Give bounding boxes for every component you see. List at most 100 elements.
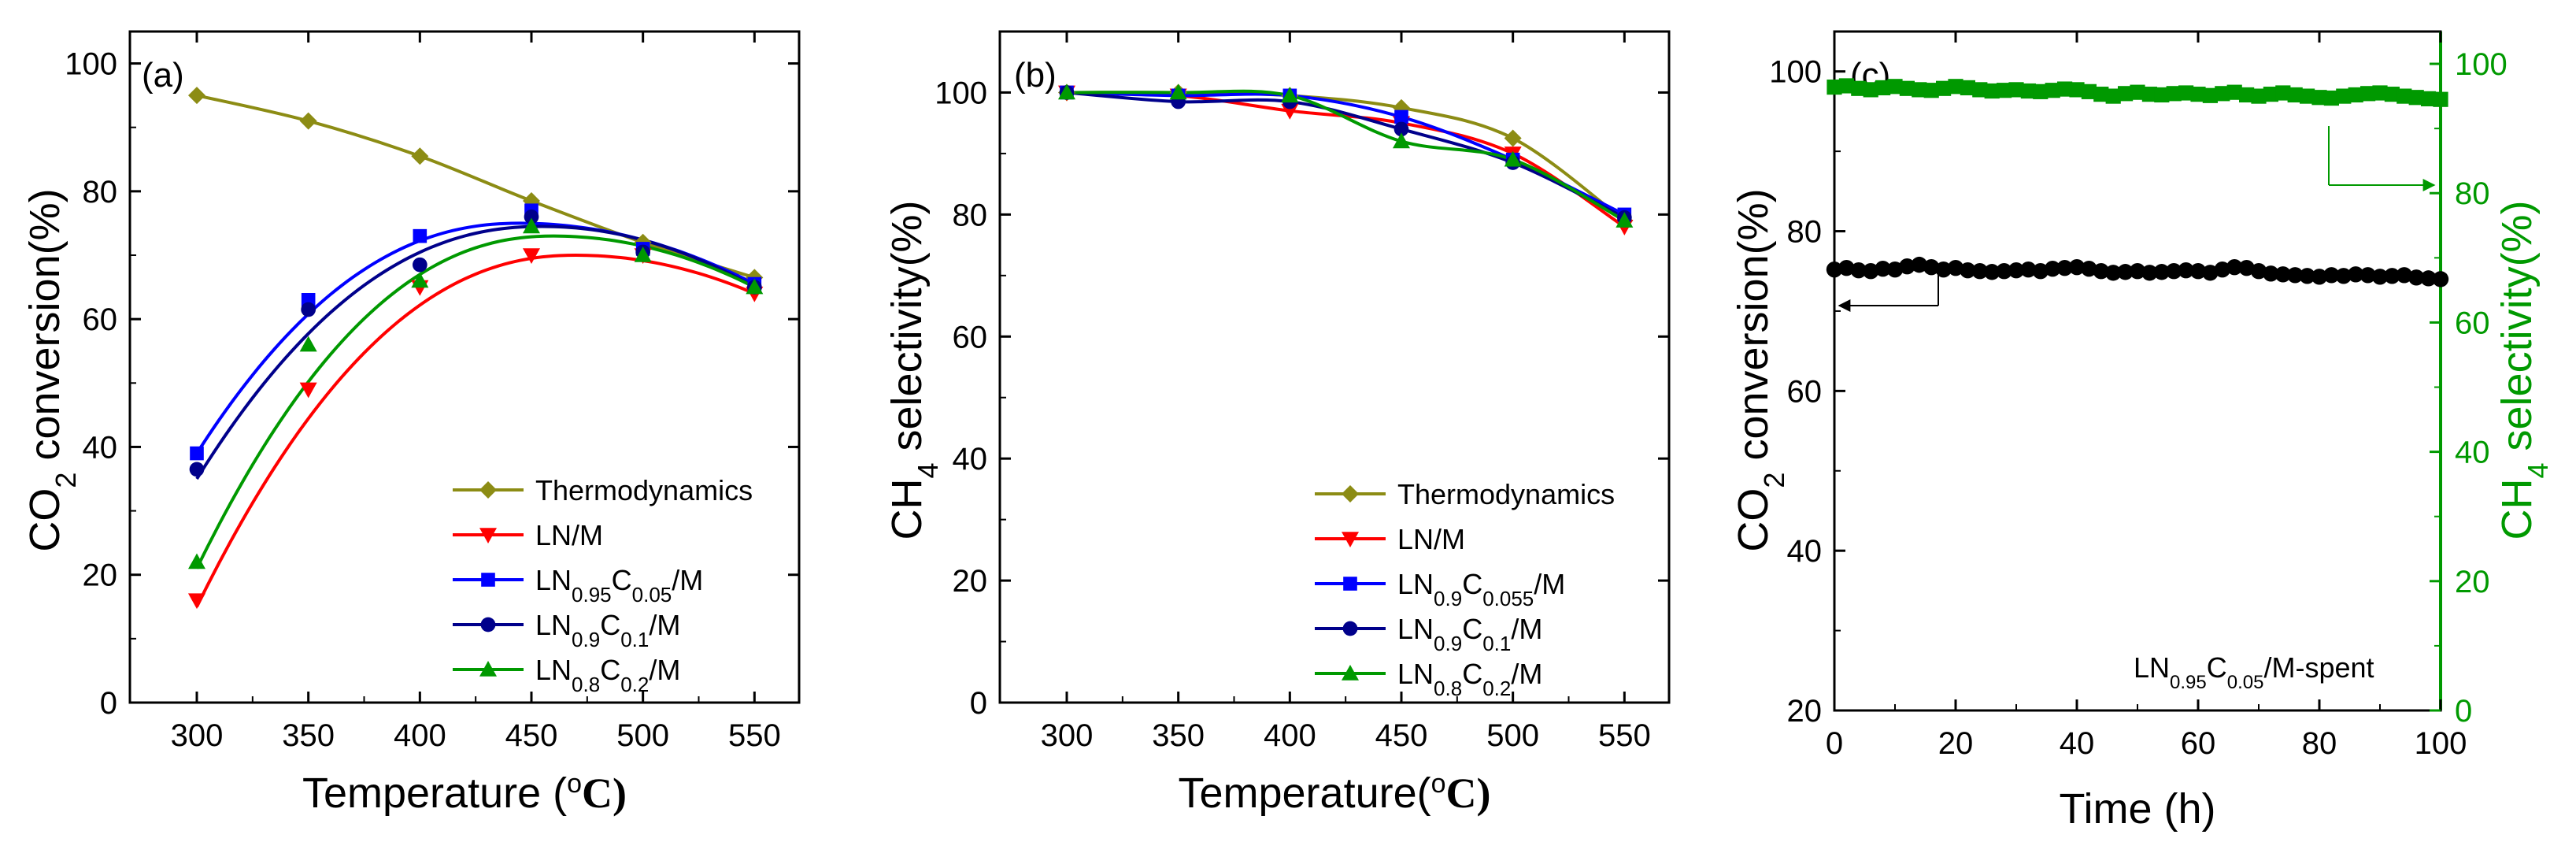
data-point <box>411 272 429 288</box>
data-point <box>2300 88 2315 104</box>
data-point <box>2287 87 2303 103</box>
data-point <box>1996 263 2012 280</box>
y-tick-label: 80 <box>953 198 988 232</box>
data-point <box>1875 260 1891 277</box>
data-point <box>1899 258 1915 275</box>
data-point <box>2215 86 2230 102</box>
data-point <box>2287 267 2304 284</box>
data-point <box>1947 259 1964 276</box>
data-point <box>2105 265 2122 281</box>
data-point <box>188 593 205 610</box>
legend-marker <box>1343 577 1357 591</box>
data-point <box>1972 82 1988 98</box>
x-tick-label: 550 <box>1598 718 1651 753</box>
data-point <box>2348 87 2363 103</box>
legend-label: LN0.9C0.1/M <box>1397 613 1542 655</box>
y-right-tick-label: 60 <box>2455 306 2490 340</box>
data-point <box>2190 87 2206 102</box>
y-axis-right-title-c: CH4 selectivity(%) <box>2493 200 2554 540</box>
data-point <box>2202 265 2219 281</box>
data-point <box>1169 83 1187 100</box>
y-right-tick-label: 80 <box>2455 176 2490 211</box>
y-axis-title-c: CO2 conversion(%) <box>1730 188 1790 551</box>
legend-label: LN0.9C0.055/M <box>1397 568 1565 610</box>
y-tick-label: 40 <box>953 442 988 477</box>
data-point <box>2408 269 2425 286</box>
data-point <box>2323 90 2339 106</box>
series-line <box>1066 91 1626 220</box>
data-point <box>2045 83 2060 98</box>
legend-label: LN/M <box>1397 523 1465 555</box>
data-point <box>2130 84 2145 100</box>
data-point <box>2178 262 2194 279</box>
x-tick-label: 60 <box>2181 726 2216 761</box>
data-point <box>2032 263 2049 280</box>
data-point <box>2081 83 2097 99</box>
series-line <box>1066 91 1626 222</box>
data-point <box>523 217 540 234</box>
data-point <box>1827 80 1842 95</box>
data-point <box>2226 258 2243 276</box>
data-point <box>1826 262 1843 278</box>
data-point <box>2189 263 2207 280</box>
data-point <box>634 247 652 262</box>
x-tick-label: 80 <box>2302 726 2337 761</box>
legend-marker <box>1342 485 1359 503</box>
y-axis-title-b: CH4 selectivity(%) <box>883 200 944 540</box>
data-point <box>2129 263 2146 280</box>
y-right-tick-label: 40 <box>2455 436 2490 470</box>
data-point <box>2141 87 2157 102</box>
data-point <box>524 209 539 224</box>
x-tick-label: 20 <box>1938 726 1974 761</box>
y-tick-label: 40 <box>1787 534 1823 569</box>
data-point <box>523 248 540 264</box>
y-tick-label: 80 <box>83 175 118 210</box>
data-point <box>1984 264 2000 280</box>
data-point <box>2420 270 2437 287</box>
data-point <box>1863 263 1879 280</box>
data-point <box>2057 81 2073 97</box>
legend-label: LN0.95C0.05/M <box>535 564 703 606</box>
x-tick-label: 300 <box>1041 718 1094 753</box>
legend-label: Thermodynamics <box>1397 478 1615 510</box>
data-point <box>2045 260 2061 277</box>
x-tick-label: 40 <box>2060 726 2095 761</box>
legend-marker <box>1342 621 1358 636</box>
data-point <box>1393 132 1410 149</box>
data-point <box>2274 266 2291 283</box>
series-line <box>195 234 756 569</box>
data-point <box>2214 262 2230 278</box>
data-point <box>2141 265 2158 281</box>
data-point <box>1058 83 1075 100</box>
series-line <box>195 224 756 480</box>
data-point <box>1393 121 1409 137</box>
data-point <box>2396 267 2412 284</box>
data-point <box>2226 84 2242 100</box>
data-point <box>1899 80 1915 96</box>
legend-label: LN0.8C0.2/M <box>1397 658 1542 700</box>
data-point <box>2250 263 2267 280</box>
data-point <box>2251 88 2267 104</box>
data-point <box>2093 263 2109 280</box>
data-point <box>1616 212 1634 228</box>
x-axis-title-b: Temperature(oC) <box>1178 769 1490 817</box>
y-tick-label: 100 <box>935 76 987 110</box>
data-point <box>2166 86 2182 102</box>
data-point <box>2396 88 2412 104</box>
data-point <box>301 302 316 317</box>
data-point <box>1984 83 2000 99</box>
data-point <box>1960 80 1975 96</box>
data-point <box>2033 83 2049 99</box>
panel-label-a: (a) <box>142 56 184 95</box>
data-point <box>2360 86 2376 102</box>
data-point <box>1838 78 1854 94</box>
data-point <box>1886 262 1904 278</box>
panel-a: (a) 300 350 400 450 500 550 0 20 40 60 80 100 Therm… <box>21 30 801 817</box>
data-point <box>2335 268 2352 284</box>
y-tick-label: 80 <box>1787 215 1823 250</box>
x-tick-label: 350 <box>1152 718 1205 753</box>
data-point <box>2081 260 2097 277</box>
data-point <box>1851 80 1867 96</box>
data-point <box>190 446 204 461</box>
data-point <box>2311 269 2328 285</box>
